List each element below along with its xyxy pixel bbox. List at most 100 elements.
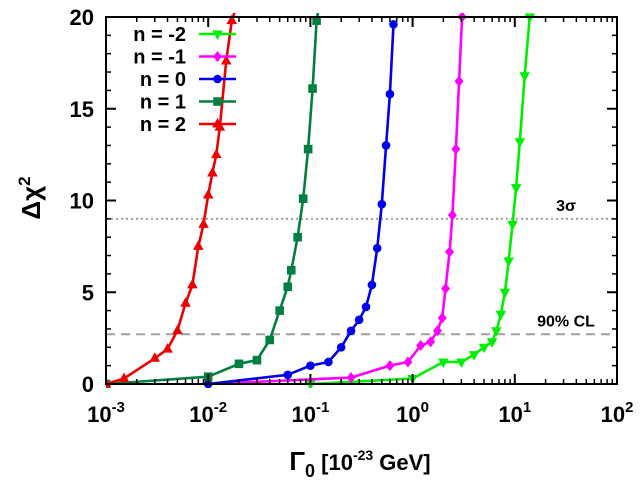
data-point — [432, 325, 442, 337]
data-point — [377, 199, 387, 209]
data-point — [106, 378, 112, 388]
x-axis-title-sub: 0 — [305, 461, 315, 480]
x-tick-exp: 1 — [523, 399, 531, 416]
x-tick-label: 10-1 — [291, 399, 329, 427]
data-point — [519, 72, 531, 82]
annotations: 3σ 90% CL — [537, 198, 595, 330]
data-point — [202, 188, 214, 199]
legend-swatch-marker — [213, 97, 222, 106]
data-point — [308, 84, 317, 93]
x-tick-exp: 2 — [625, 399, 633, 416]
legend-swatch-marker — [213, 51, 222, 62]
data-point — [324, 357, 333, 367]
data-point — [172, 324, 183, 335]
data-point — [524, 13, 536, 23]
data-point — [426, 336, 436, 348]
x-tick-base: 10 — [396, 402, 420, 427]
data-point — [298, 194, 308, 203]
y-axis-title-sup: 2 — [15, 176, 34, 185]
data-point — [283, 282, 293, 292]
data-point — [265, 335, 275, 345]
y-axis-title: Δχ2 — [15, 176, 46, 219]
data-point — [346, 372, 356, 384]
data-point — [192, 240, 204, 250]
y-tick-label: 20 — [70, 5, 94, 30]
data-point — [303, 144, 313, 154]
data-point — [367, 280, 377, 290]
data-point — [275, 306, 284, 315]
x-tick-base: 10 — [498, 402, 522, 427]
data-point — [118, 372, 130, 382]
90cl-label: 90% CL — [537, 313, 595, 330]
x-tick-exp: -2 — [214, 399, 227, 416]
data-point — [283, 370, 293, 380]
y-tick-label: 5 — [82, 280, 94, 305]
x-tick-exp: 0 — [421, 399, 429, 416]
y-tick-label: 15 — [70, 97, 94, 122]
data-point — [441, 283, 451, 295]
legend-label: n = 1 — [140, 92, 186, 114]
data-point — [187, 278, 198, 289]
data-point — [456, 358, 467, 368]
data-point — [286, 265, 296, 275]
data-point — [149, 352, 161, 362]
data-point — [381, 141, 391, 150]
y-tick-label: 0 — [82, 372, 94, 397]
data-point — [503, 257, 514, 268]
data-point — [403, 356, 413, 368]
legend-label: n = -1 — [133, 47, 186, 69]
x-axis-title-unit-exp: -23 — [353, 447, 373, 463]
series-2 — [203, 20, 398, 388]
legend-label: n = -2 — [133, 24, 186, 46]
series-line — [106, 13, 236, 386]
data-point — [306, 361, 315, 370]
data-point — [499, 288, 511, 299]
data-point — [389, 20, 398, 29]
x-tick-exp: -1 — [316, 399, 329, 416]
data-point — [210, 148, 222, 159]
data-point — [451, 143, 461, 155]
data-point — [468, 351, 480, 361]
legend: n = -2n = -1n = 0n = 1n = 2 — [133, 24, 236, 136]
x-axis-title: Γ0 [10-23 GeV] — [289, 446, 430, 480]
data-point — [234, 359, 244, 369]
data-point — [437, 312, 447, 324]
x-tick-base: 10 — [189, 402, 213, 427]
data-point — [346, 326, 356, 336]
legend-swatch-marker — [212, 118, 223, 128]
x-tick-label: 10-3 — [87, 399, 125, 427]
data-point — [510, 184, 522, 194]
data-point — [361, 302, 371, 312]
y-axis-title-main: Δχ — [16, 186, 46, 220]
data-point — [447, 209, 457, 221]
data-point — [336, 343, 346, 352]
data-point — [454, 75, 464, 87]
x-tick-label: 100 — [396, 399, 429, 427]
data-point — [478, 343, 490, 354]
data-point — [226, 14, 238, 25]
series-0 — [305, 13, 536, 388]
data-point — [220, 55, 232, 65]
data-point — [385, 89, 395, 99]
data-point — [385, 360, 395, 372]
series-line — [310, 16, 531, 386]
data-point — [438, 358, 449, 368]
data-point — [507, 220, 518, 231]
data-point — [312, 16, 321, 25]
x-tick-exp: -3 — [112, 399, 125, 416]
data-point — [416, 339, 426, 351]
x-axis-title-preunit: [10 — [315, 450, 353, 475]
data-point — [354, 315, 364, 325]
data-point — [486, 338, 498, 348]
x-tick-label: 10-2 — [189, 399, 227, 427]
data-point — [207, 166, 218, 177]
data-point — [514, 138, 526, 148]
x-tick-label: 101 — [498, 399, 531, 427]
x-axis-title-main: Γ — [289, 446, 305, 476]
data-point — [252, 355, 262, 365]
legend-entry: n = -1 — [133, 47, 236, 69]
x-tick-base: 10 — [291, 402, 315, 427]
legend-swatch-marker — [213, 74, 222, 84]
